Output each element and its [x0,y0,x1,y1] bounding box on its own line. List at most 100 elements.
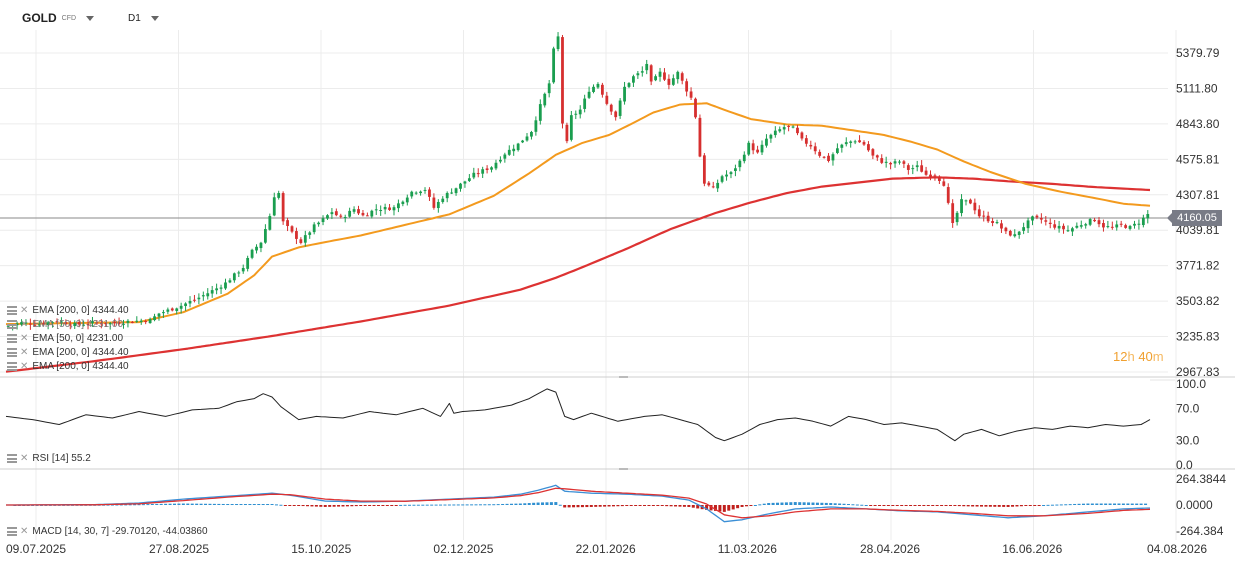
candle-body [1115,224,1119,228]
timer-h-unit: h [1127,349,1135,364]
histogram-bar [713,505,717,511]
legend-ema200-a[interactable]: ✕ EMA [200, 0] 4344.40 [7,304,129,317]
menu-icon[interactable] [7,527,17,536]
candle-body [658,71,662,77]
legend-ema200-c[interactable]: ✕ EMA [200, 0] 4344.40 [7,360,129,373]
menu-icon[interactable] [7,334,17,343]
histogram-bar [221,503,225,505]
menu-icon[interactable] [7,320,17,329]
legend-ema200-b[interactable]: ✕ EMA [200, 0] 4344.40 [7,346,129,359]
histogram-bar [212,503,216,505]
macd-tick-label: 264.3844 [1176,472,1226,486]
candle-body [654,76,657,81]
candle-body [734,168,737,172]
histogram-bar [430,504,434,506]
candle-body [397,203,400,209]
candle-body [148,318,152,324]
close-icon[interactable]: ✕ [20,305,29,316]
menu-icon[interactable] [7,348,17,357]
histogram-bar [682,505,686,507]
histogram-bar [926,505,930,506]
legend-label: MACD [14, 30, 7] -29.70120, -44.03860 [32,526,208,537]
histogram-bar [971,505,975,507]
histogram-bar [651,505,655,506]
candle-body [499,159,502,162]
menu-icon[interactable] [7,454,17,463]
histogram-bar [634,505,638,506]
close-icon[interactable]: ✕ [20,319,29,330]
histogram-bar [487,504,491,506]
candle-body [250,249,254,258]
candle-body [534,120,538,132]
histogram-bar [1099,503,1103,505]
histogram-bar [1006,505,1010,507]
legend-ema50[interactable]: ✕ EMA [50, 0] 4231.00 [7,332,123,345]
histogram-bar [997,505,1001,507]
candle-body [698,117,702,157]
histogram-bar [851,504,855,506]
candle-body [414,192,418,194]
pane-resize-handle[interactable] [619,376,628,378]
legend-rsi[interactable]: ✕ RSI [14] 55.2 [7,452,91,465]
menu-icon[interactable] [7,306,17,315]
candle-body [680,73,684,81]
timeframe-selector[interactable]: D1 [128,9,159,27]
histogram-bar [753,505,757,506]
symbol-selector[interactable]: GOLD CFD [22,9,95,27]
histogram-bar [780,502,784,505]
histogram-bar [1086,503,1090,505]
candle-body [184,303,187,307]
candle-body [379,210,383,212]
histogram-bar [603,505,607,507]
candle-body [991,221,994,224]
candle-body [782,127,786,130]
histogram-bar [514,503,518,505]
price-tick-label: 3235.83 [1176,330,1220,344]
rsi-tick-label: 100.0 [1176,377,1206,391]
close-icon[interactable]: ✕ [20,526,29,537]
histogram-bar [1050,504,1054,506]
legend-ema50-overlap[interactable]: ✕ EMA [50, 0] 4231.00 [7,318,123,331]
histogram-bar [274,504,278,506]
menu-icon[interactable] [7,362,17,371]
histogram-bar [230,504,234,506]
candle-body [600,84,604,95]
close-icon[interactable]: ✕ [20,453,29,464]
histogram-bar [625,505,629,506]
legend-macd[interactable]: ✕ MACD [14, 30, 7] -29.70120, -44.03860 [7,525,208,538]
histogram-bar [314,505,318,507]
candle-body [769,134,773,139]
pane-resize-handle[interactable] [619,468,628,470]
macd-histogram [13,502,1148,512]
histogram-bar [447,504,451,506]
close-icon[interactable]: ✕ [20,361,29,372]
histogram-bar [678,505,682,507]
candle-body [738,160,742,168]
candle-body [326,215,329,219]
candle-body [773,130,777,136]
candle-body [445,192,449,199]
histogram-bar [177,503,181,505]
candle-body [538,104,542,121]
candle-body [716,182,720,189]
candle-body [423,189,427,191]
histogram-bar [128,504,132,506]
histogram-bar [572,505,576,508]
histogram-bar [776,502,780,505]
histogram-bar [846,504,850,506]
histogram-bar [984,505,988,507]
histogram-bar [1046,504,1050,506]
histogram-bar [598,505,602,507]
timer-hours: 12 [1113,349,1128,364]
candle-body [99,323,103,325]
close-icon[interactable]: ✕ [20,333,29,344]
close-icon[interactable]: ✕ [20,347,29,358]
histogram-bar [235,504,239,506]
candle-body [614,111,618,118]
histogram-bar [434,504,438,506]
candle-body [24,322,28,324]
candle-body [1008,230,1012,236]
histogram-bar [204,503,208,505]
histogram-bar [403,504,407,506]
histogram-bar [705,505,709,510]
